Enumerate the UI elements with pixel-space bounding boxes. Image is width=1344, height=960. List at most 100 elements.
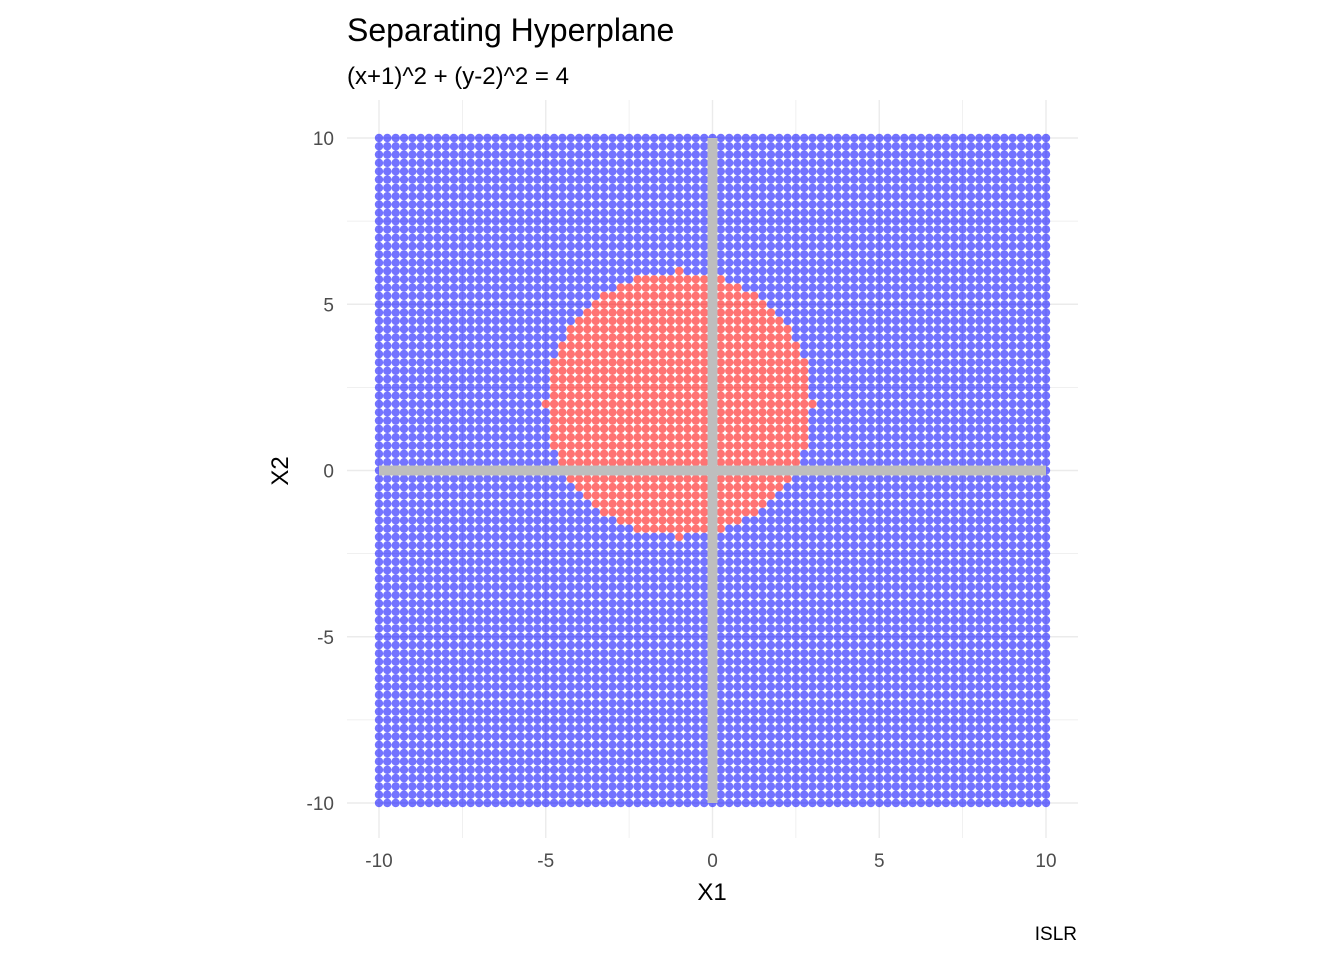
data-point-inside: [783, 383, 792, 392]
data-point-outside: [383, 266, 392, 276]
data-point-inside: [716, 499, 725, 508]
data-point-outside: [466, 250, 475, 259]
data-point-inside: [766, 391, 776, 400]
data-point-outside: [608, 133, 617, 143]
data-point-outside: [524, 773, 534, 783]
data-point-outside: [841, 358, 851, 367]
data-point-outside: [624, 765, 634, 774]
data-point-outside: [741, 773, 751, 783]
data-point-inside: [758, 499, 767, 508]
data-point-inside: [624, 333, 634, 342]
data-point-outside: [825, 757, 834, 766]
data-point-outside: [516, 790, 525, 799]
data-point-inside: [683, 399, 692, 409]
data-point-outside: [441, 433, 450, 442]
data-point-outside: [791, 275, 801, 284]
data-point-inside: [716, 441, 725, 450]
data-point-outside: [433, 507, 442, 517]
data-point-outside: [516, 724, 525, 733]
data-point-outside: [858, 615, 867, 625]
data-point-outside: [866, 250, 876, 259]
data-point-outside: [691, 740, 700, 749]
data-point-inside: [758, 341, 767, 350]
data-point-outside: [424, 366, 434, 375]
data-point-outside: [516, 740, 525, 749]
data-point-outside: [733, 133, 742, 143]
data-point-outside: [408, 441, 417, 450]
data-point-outside: [558, 690, 567, 700]
data-point-outside: [541, 233, 550, 242]
data-point-outside: [833, 275, 842, 284]
data-point-outside: [808, 524, 817, 533]
data-point-outside: [541, 449, 550, 459]
data-point-outside: [533, 790, 542, 799]
data-point-outside: [691, 158, 700, 168]
data-point-inside: [716, 433, 725, 442]
data-point-outside: [658, 798, 667, 808]
data-point-outside: [449, 167, 459, 176]
data-point-outside: [583, 524, 592, 533]
data-point-outside: [750, 167, 759, 176]
data-point-outside: [508, 607, 517, 616]
data-point-outside: [841, 699, 851, 708]
data-point-inside: [783, 391, 792, 400]
data-point-outside: [416, 607, 425, 616]
data-point-outside: [683, 657, 692, 666]
data-point-outside: [441, 358, 450, 367]
data-point-outside: [416, 458, 425, 467]
data-point-inside: [641, 474, 650, 483]
data-point-outside: [583, 740, 592, 749]
data-point-outside: [675, 142, 684, 151]
data-point-outside: [691, 142, 700, 151]
data-point-outside: [408, 433, 417, 442]
data-point-outside: [483, 142, 492, 151]
data-point-outside: [833, 449, 842, 459]
data-point-outside: [800, 142, 809, 151]
data-point-outside: [508, 208, 517, 217]
data-point-outside: [566, 266, 575, 276]
data-point-outside: [599, 773, 609, 783]
data-point-outside: [574, 250, 584, 259]
data-point-outside: [474, 690, 484, 700]
data-point-outside: [524, 325, 534, 334]
data-point-outside: [875, 233, 884, 242]
data-point-outside: [399, 158, 409, 168]
data-point-outside: [700, 167, 709, 176]
data-point-inside: [583, 383, 592, 392]
data-point-inside: [574, 399, 584, 409]
data-point-outside: [516, 682, 525, 691]
data-point-inside: [558, 399, 567, 409]
data-point-outside: [399, 599, 409, 608]
data-point-outside: [491, 458, 500, 467]
data-point-outside: [850, 316, 859, 326]
data-point-inside: [700, 416, 709, 425]
data-point-outside: [541, 424, 550, 434]
data-point-outside: [424, 507, 434, 517]
data-point-outside: [374, 607, 384, 616]
data-point-outside: [474, 699, 484, 708]
data-point-inside: [591, 399, 600, 409]
data-point-inside: [675, 449, 684, 459]
data-point-outside: [599, 582, 609, 592]
data-point-outside: [466, 624, 475, 633]
data-point-outside: [633, 649, 642, 658]
data-point-outside: [583, 291, 592, 301]
data-point-outside: [516, 433, 525, 442]
data-point-outside: [441, 225, 450, 234]
data-point-outside: [833, 516, 842, 525]
data-point-outside: [566, 532, 575, 542]
data-point-outside: [783, 516, 792, 525]
data-point-outside: [683, 233, 692, 242]
data-point-outside: [883, 649, 892, 658]
data-point-outside: [858, 757, 867, 766]
data-point-outside: [566, 699, 575, 708]
data-point-outside: [458, 366, 467, 375]
data-point-outside: [725, 192, 734, 201]
data-point-outside: [391, 192, 400, 201]
data-point-outside: [541, 782, 550, 791]
data-point-outside: [616, 599, 625, 608]
data-point-outside: [741, 241, 751, 251]
data-point-outside: [866, 333, 876, 342]
data-point-outside: [716, 258, 725, 267]
data-point-outside: [858, 582, 867, 592]
